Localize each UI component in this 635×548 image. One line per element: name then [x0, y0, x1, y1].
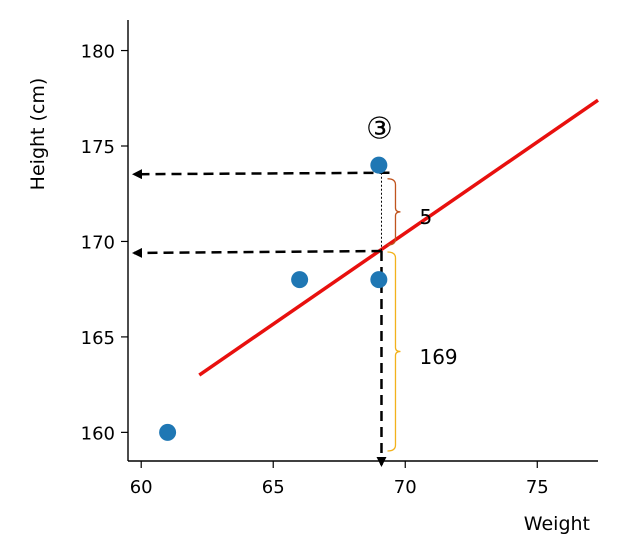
data-point [370, 156, 388, 174]
residual-brace [387, 178, 401, 246]
y-tick-label: 170 [81, 232, 115, 253]
predicted-brace [387, 251, 401, 452]
y-ticks: 160 165 170 175 180 [81, 42, 128, 444]
predicted-label: 169 [419, 345, 457, 369]
residual-label: 5 [419, 205, 432, 229]
y-tick-label: 165 [81, 328, 115, 349]
y-tick-label: 180 [81, 42, 115, 63]
data-point [291, 271, 309, 289]
y-tick-label: 160 [81, 423, 115, 444]
x-axis-label: Weight [524, 513, 590, 535]
x-tick-label: 65 [262, 477, 285, 498]
predicted-value-arrow [132, 247, 382, 258]
x-tick-label: 60 [130, 477, 153, 498]
x-ticks: 60 65 70 75 [130, 461, 549, 498]
y-axis-label: Height (cm) [27, 78, 49, 191]
x-tick-label: 75 [526, 477, 549, 498]
y-tick-label: 175 [81, 137, 115, 158]
data-point [159, 423, 177, 441]
regression-line [198, 98, 599, 377]
x-tick-label: 70 [394, 477, 417, 498]
marker-label: ③ [366, 112, 393, 147]
data-point [370, 271, 388, 289]
actual-value-arrow [132, 169, 390, 180]
data-points [159, 156, 388, 441]
